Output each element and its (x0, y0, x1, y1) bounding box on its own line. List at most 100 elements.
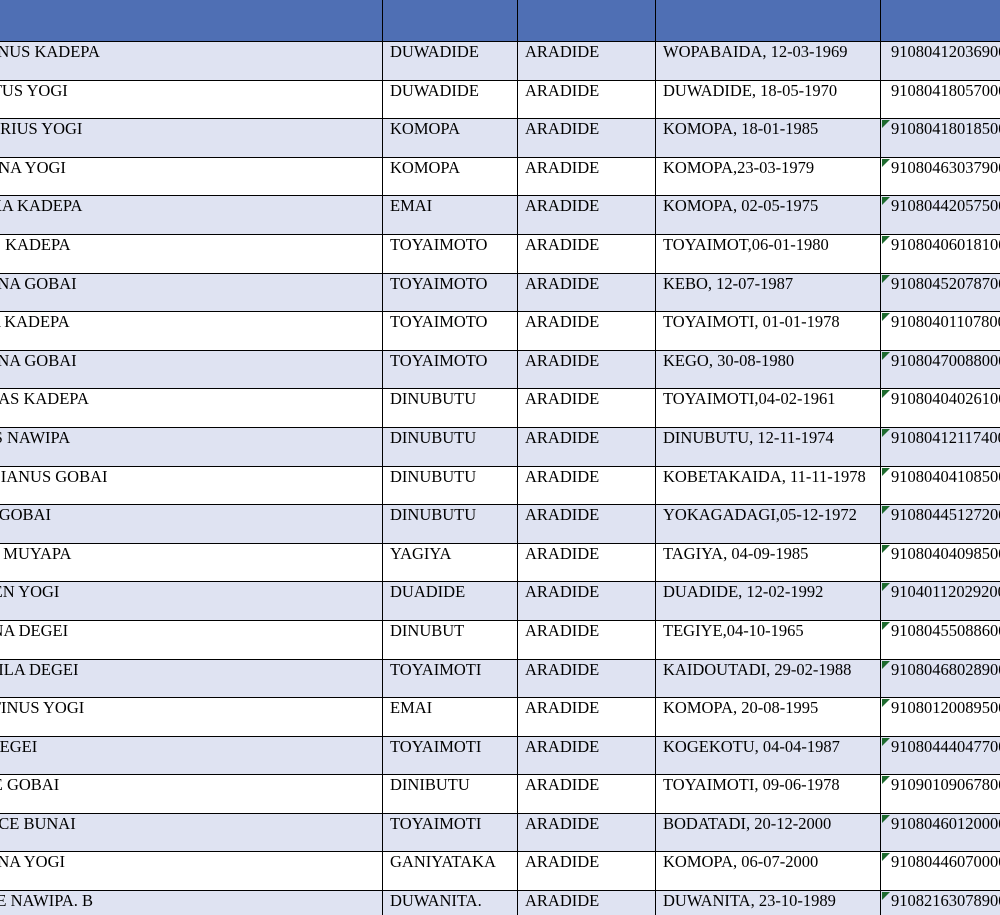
cell-no-ktp[interactable]: 9108046303790004 (880, 156, 1000, 197)
cell-no-ktp[interactable]: 9108012008950018 (880, 697, 1000, 737)
cell-distrik[interactable]: ARADIDE (517, 697, 656, 737)
cell-nama[interactable]: HOSEA KADEPA (0, 311, 383, 351)
cell-nama[interactable]: MATHIAS KADEPA (0, 388, 383, 428)
cell-no-ktp[interactable]: 9108046012000021 (880, 812, 1000, 853)
cell-no-ktp[interactable]: 9108044512720013 (880, 504, 1000, 544)
cell-tempat-tanggal-lahir[interactable]: KEBO, 12-07-1987 (655, 272, 881, 313)
cell-distrik[interactable]: ARADIDE (517, 41, 656, 81)
cell-tempat-tanggal-lahir[interactable]: KOMOPA, 18-01-1985 (655, 118, 881, 158)
cell-distrik[interactable]: ARADIDE (517, 79, 656, 120)
cell-kampung[interactable]: DUWANITA. (382, 890, 518, 915)
cell-distrik[interactable]: ARADIDE (517, 619, 656, 660)
cell-kampung[interactable]: DINUBUTU (382, 504, 518, 544)
cell-tempat-tanggal-lahir[interactable]: DUADIDE, 12-02-1992 (655, 581, 881, 621)
cell-tempat-tanggal-lahir[interactable]: TOYAIMOTI,04-02-1961 (655, 388, 881, 428)
cell-no-ktp[interactable]: 9108040402610010 (880, 388, 1000, 428)
cell-no-ktp[interactable]: 9108044404770019 (880, 735, 1000, 776)
cell-distrik[interactable]: ARADIDE (517, 118, 656, 158)
cell-tempat-tanggal-lahir[interactable]: YOKAGADAGI,05-12-1972 (655, 504, 881, 544)
cell-kampung[interactable]: EMAI (382, 195, 518, 235)
cell-nama[interactable]: MELINCE BUNAI (0, 812, 383, 853)
cell-tempat-tanggal-lahir[interactable]: DINUBUTU, 12-11-1974 (655, 426, 881, 467)
cell-distrik[interactable]: ARADIDE (517, 658, 656, 699)
cell-tempat-tanggal-lahir[interactable]: TOYAIMOTI, 09-06-1978 (655, 774, 881, 814)
cell-no-ktp[interactable]: 9108044607000022 (880, 851, 1000, 892)
cell-distrik[interactable]: ARADIDE (517, 465, 656, 506)
cell-no-ktp[interactable]: 9108216307890023 (880, 890, 1000, 915)
cell-no-ktp[interactable]: 9108044205750005 (880, 195, 1000, 235)
cell-nama[interactable]: JANUARIUS YOGI (0, 118, 383, 158)
cell-kampung[interactable]: YAGIYA (382, 542, 518, 583)
cell-no-ktp[interactable]: 9108047008800009 (880, 349, 1000, 390)
cell-no-ktp[interactable]: 9108041801850003 (880, 118, 1000, 158)
column-header-no-ktp[interactable]: NO KTP (880, 0, 1000, 42)
cell-kampung[interactable]: DINUBUTU (382, 388, 518, 428)
cell-kampung[interactable]: TOYAIMOTO (382, 311, 518, 351)
cell-tempat-tanggal-lahir[interactable]: TAGIYA, 04-09-1985 (655, 542, 881, 583)
cell-kampung[interactable]: GANIYATAKA (382, 851, 518, 892)
cell-tempat-tanggal-lahir[interactable]: BODATADI, 20-12-2000 (655, 812, 881, 853)
cell-distrik[interactable]: ARADIDE (517, 388, 656, 428)
cell-no-ktp[interactable]: 9108045508860016 (880, 619, 1000, 660)
cell-kampung[interactable]: KOMOPA (382, 118, 518, 158)
cell-kampung[interactable]: DUADIDE (382, 581, 518, 621)
cell-no-ktp[interactable]: 9108041805700002 (880, 79, 1000, 120)
table-row[interactable]: PORCI GOBAIDINUBUTUARADIDEYOKAGADAGI,05-… (0, 504, 1000, 544)
table-row[interactable]: ALINCE NAWIPA. BDUWANITA.ARADIDEDUWANITA… (0, 890, 1000, 915)
cell-tempat-tanggal-lahir[interactable]: KOBETAKAIDA, 11-11-1978 (655, 465, 881, 506)
cell-tempat-tanggal-lahir[interactable]: KOMOPA, 20-08-1995 (655, 697, 881, 737)
cell-no-ktp[interactable]: 9108046802890017 (880, 658, 1000, 699)
cell-distrik[interactable]: ARADIDE (517, 504, 656, 544)
cell-nama[interactable]: MARTEN YOGI (0, 581, 383, 621)
cell-kampung[interactable]: DINUBUTU (382, 426, 518, 467)
cell-kampung[interactable]: DINUBUT (382, 619, 518, 660)
cell-nama[interactable]: SIMON MUYAPA (0, 542, 383, 583)
column-header-distrik[interactable]: DISTRIK (517, 0, 656, 42)
cell-distrik[interactable]: ARADIDE (517, 156, 656, 197)
cell-kampung[interactable]: KOMOPA (382, 156, 518, 197)
cell-tempat-tanggal-lahir[interactable]: KOMOPA, 06-07-2000 (655, 851, 881, 892)
cell-distrik[interactable]: ARADIDE (517, 735, 656, 776)
cell-no-ktp[interactable]: 9104011202920015 (880, 581, 1000, 621)
cell-kampung[interactable]: DUWADIDE (382, 41, 518, 81)
cell-distrik[interactable]: ARADIDE (517, 233, 656, 274)
cell-kampung[interactable]: TOYAIMOTI (382, 658, 518, 699)
cell-nama[interactable]: STOPINA DEGEI (0, 619, 383, 660)
cell-kampung[interactable]: TOYAIMOTO (382, 272, 518, 313)
table-row[interactable]: LUKAS KADEPATOYAIMOTOARADIDETOYAIMOT,06-… (0, 233, 1000, 274)
cell-no-ktp[interactable]: 9108040110780008 (880, 311, 1000, 351)
table-row[interactable]: ERSEKILA DEGEITOYAIMOTIARADIDEKAIDOUTADI… (0, 658, 1000, 699)
cell-kampung[interactable]: DINUBUTU (382, 465, 518, 506)
cell-tempat-tanggal-lahir[interactable]: DUWADIDE, 18-05-1970 (655, 79, 881, 120)
table-row[interactable]: MATHIAS KADEPADINUBUTUARADIDETOYAIMOTI,0… (0, 388, 1000, 428)
cell-distrik[interactable]: ARADIDE (517, 890, 656, 915)
cell-distrik[interactable]: ARADIDE (517, 311, 656, 351)
cell-nama[interactable]: PORCI GOBAI (0, 504, 383, 544)
column-header-nama[interactable]: NAMA (0, 0, 383, 42)
cell-nama[interactable]: NANCE GOBAI (0, 774, 383, 814)
cell-tempat-tanggal-lahir[interactable]: TOYAIMOTI, 01-01-1978 (655, 311, 881, 351)
cell-distrik[interactable]: ARADIDE (517, 812, 656, 853)
cell-kampung[interactable]: DUWADIDE (382, 79, 518, 120)
cell-tempat-tanggal-lahir[interactable]: KEGO, 30-08-1980 (655, 349, 881, 390)
cell-distrik[interactable]: ARADIDE (517, 426, 656, 467)
cell-no-ktp[interactable]: 9108040409850014 (880, 542, 1000, 583)
cell-tempat-tanggal-lahir[interactable]: KOMOPA,23-03-1979 (655, 156, 881, 197)
cell-nama[interactable]: RUBEKA KADEPA (0, 195, 383, 235)
column-header-kampung[interactable]: KAMPUNG (382, 0, 518, 42)
cell-tempat-tanggal-lahir[interactable]: KAIDOUTADI, 29-02-1988 (655, 658, 881, 699)
cell-nama[interactable]: ERSEKILA DEGEI (0, 658, 383, 699)
cell-kampung[interactable]: TOYAIMOTI (382, 735, 518, 776)
cell-distrik[interactable]: ARADIDE (517, 851, 656, 892)
